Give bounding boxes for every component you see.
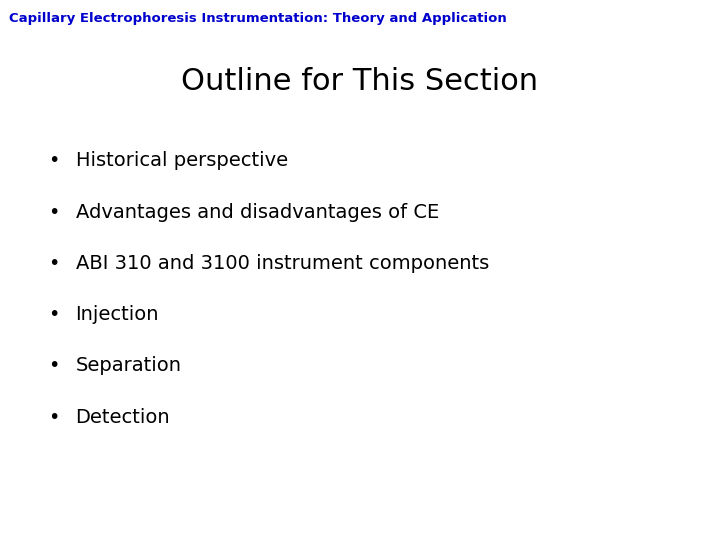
Text: Capillary Electrophoresis Instrumentation: Theory and Application: Capillary Electrophoresis Instrumentatio… bbox=[9, 12, 506, 25]
Text: Advantages and disadvantages of CE: Advantages and disadvantages of CE bbox=[76, 202, 439, 221]
Text: Separation: Separation bbox=[76, 356, 181, 375]
Text: Detection: Detection bbox=[76, 408, 170, 427]
Text: Historical perspective: Historical perspective bbox=[76, 151, 288, 170]
Text: •: • bbox=[48, 305, 60, 324]
Text: •: • bbox=[48, 408, 60, 427]
Text: •: • bbox=[48, 202, 60, 221]
Text: •: • bbox=[48, 254, 60, 273]
Text: Outline for This Section: Outline for This Section bbox=[181, 68, 539, 97]
Text: Injection: Injection bbox=[76, 305, 159, 324]
Text: •: • bbox=[48, 151, 60, 170]
Text: ABI 310 and 3100 instrument components: ABI 310 and 3100 instrument components bbox=[76, 254, 489, 273]
Text: •: • bbox=[48, 356, 60, 375]
